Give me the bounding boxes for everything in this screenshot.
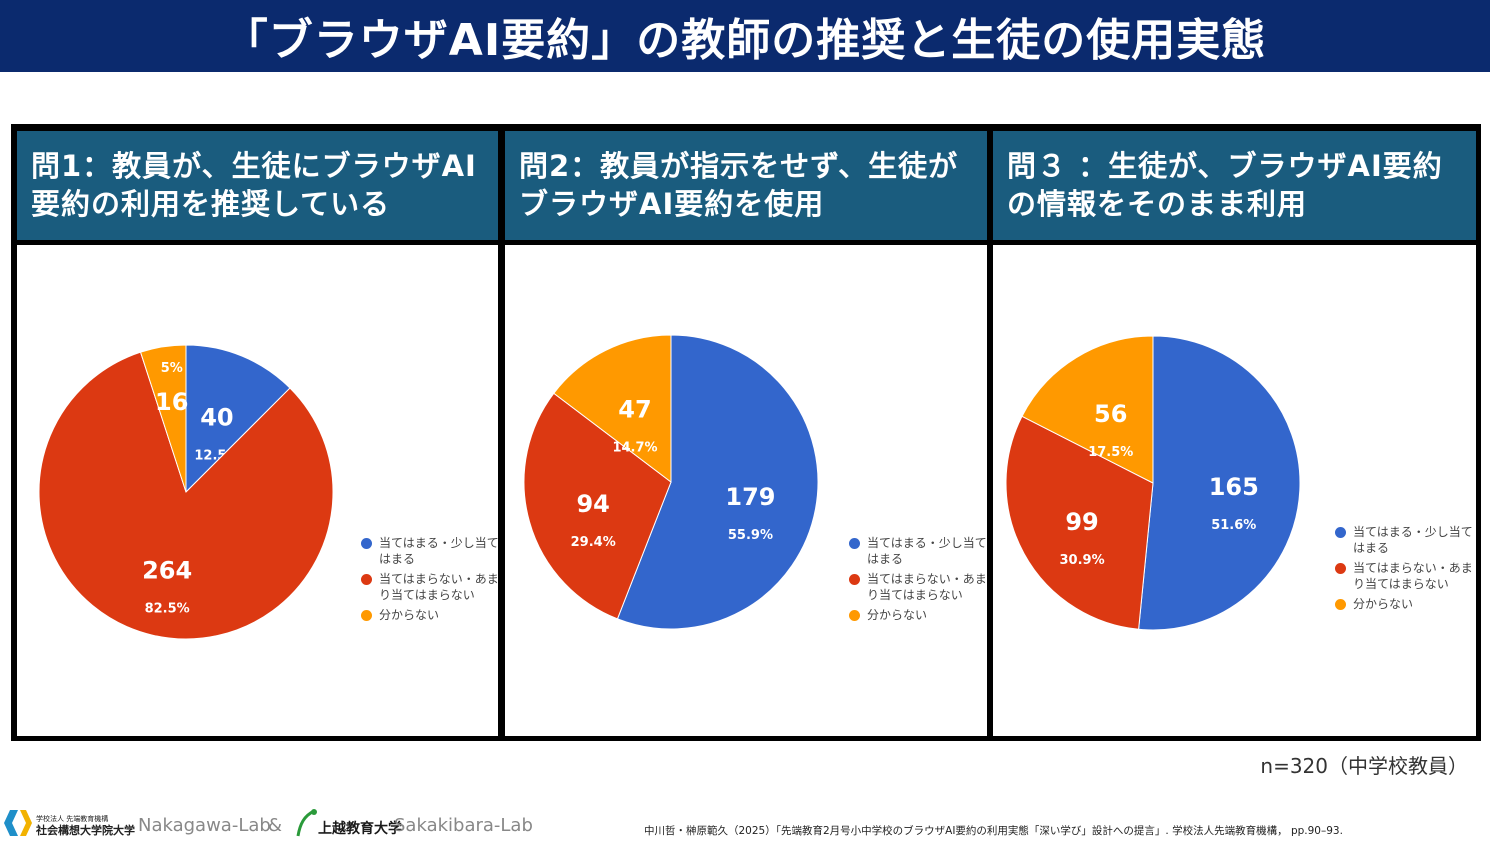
- pie-slice: [1138, 335, 1301, 631]
- legend-dot-icon: [1335, 527, 1346, 538]
- pie-value-label: 264: [142, 557, 192, 585]
- pie-slice: [523, 392, 672, 620]
- panel-3-header-line1: 問３ ：生徒が、ブラウザAI要約: [1007, 149, 1443, 183]
- pie-slice: [616, 334, 819, 630]
- pie-percent-label: 82.5%: [145, 602, 190, 617]
- legend-label: 分からない: [379, 608, 440, 622]
- legend-item: 分からない: [1335, 596, 1475, 612]
- pie-slice: [38, 351, 334, 640]
- pie-percent-label: 30.9%: [1060, 553, 1105, 568]
- footer-logos: 学校法人 先端教育機構 社会構想大学院大学 Nakagawa-Lab & 上越教…: [0, 800, 600, 841]
- panel-3-body: 51.6% 165 30.9% 99 17.5% 56 当てはまる・少し当てはまる 当ては…: [993, 245, 1476, 736]
- legend-item: 当てはまる・少し当てはまる: [1335, 524, 1475, 556]
- pie-percent-label: 51.6%: [1211, 518, 1256, 533]
- legend-2: 当てはまる・少し当てはまる 当てはまらない・あまり当てはまらない 分からない: [849, 535, 989, 627]
- legend-label: 当てはまる・少し当てはまる: [1353, 525, 1473, 555]
- panel-2-header-line1: 問2：教員が指示をせず、生徒が: [519, 149, 959, 183]
- legend-label: 当てはまらない・あまり当てはまらない: [1353, 561, 1473, 591]
- pie-chart-3: 51.6% 165 30.9% 99 17.5% 56: [1005, 335, 1301, 631]
- legend-item: 当てはまる・少し当てはまる: [361, 535, 501, 567]
- pie-percent-label: 5%: [161, 361, 183, 376]
- sample-size-note: n=320（中学校教員）: [1260, 754, 1468, 778]
- legend-label: 当てはまらない・あまり当てはまらない: [867, 572, 987, 602]
- joetsu-university-name: 上越教育大学: [318, 821, 402, 837]
- legend-label: 分からない: [1353, 597, 1414, 611]
- legend-item: 当てはまる・少し当てはまる: [849, 535, 989, 567]
- legend-dot-icon: [361, 538, 372, 549]
- pie-value-label: 179: [725, 483, 775, 511]
- legend-1: 当てはまる・少し当てはまる 当てはまらない・あまり当てはまらない 分からない: [361, 535, 501, 627]
- legend-label: 分からない: [867, 608, 928, 622]
- page-title: 「ブラウザAI要約」の教師の推奨と生徒の使用実態: [0, 0, 1490, 72]
- pie-slice: [553, 334, 672, 484]
- lab-name-nakagawa: Nakagawa-Lab: [138, 815, 271, 836]
- pie-percent-label: 29.4%: [571, 535, 616, 550]
- pie-slice: [185, 344, 291, 494]
- pie-percent-label: 17.5%: [1088, 445, 1133, 460]
- university-logo-icon: [4, 810, 32, 836]
- legend-item: 分からない: [361, 607, 501, 623]
- joetsu-logo-icon: [296, 809, 317, 837]
- legend-dot-icon: [849, 574, 860, 585]
- pie-value-label: 40: [200, 403, 233, 431]
- legend-dot-icon: [1335, 563, 1346, 574]
- panel-2-header-line2: ブラウザAI要約を使用: [519, 187, 825, 221]
- legend-dot-icon: [1335, 599, 1346, 610]
- pie-chart-2: 55.9% 179 29.4% 94 14.7% 47: [523, 334, 819, 630]
- legend-item: 分からない: [849, 607, 989, 623]
- pie-value-label: 47: [618, 396, 651, 424]
- pie-percent-label: 55.9%: [728, 528, 773, 543]
- panel-1-header: 問1：教員が、生徒にブラウザAI 要約の利用を推奨している: [17, 131, 498, 240]
- pie-slice: [1021, 335, 1154, 484]
- panel-3-header-line2: の情報をそのまま利用: [1007, 187, 1308, 221]
- pie-value-label: 16: [155, 388, 188, 416]
- pie-slice: [1005, 415, 1154, 630]
- panel-1-header-line2: 要約の利用を推奨している: [31, 187, 391, 221]
- citation: 中川哲・榊原範久（2025）「先端教育2月号小中学校のブラウザAI要約の利用実態…: [644, 825, 1343, 837]
- panel-1-body: 12.5% 40 82.5% 264 5% 16 当てはまる・少し当てはまる 当てはまらな…: [17, 245, 501, 736]
- legend-item: 当てはまらない・あまり当てはまらない: [849, 571, 989, 603]
- legend-dot-icon: [849, 610, 860, 621]
- legend-item: 当てはまらない・あまり当てはまらない: [361, 571, 501, 603]
- pie-value-label: 99: [1065, 508, 1098, 536]
- legend-dot-icon: [361, 610, 372, 621]
- legend-label: 当てはまる・少し当てはまる: [867, 536, 987, 566]
- legend-3: 当てはまる・少し当てはまる 当てはまらない・あまり当てはまらない 分からない: [1335, 524, 1475, 616]
- university-name: 社会構想大学院大学: [36, 824, 135, 837]
- panel-3-header: 問３ ：生徒が、ブラウザAI要約 の情報をそのまま利用: [993, 131, 1476, 240]
- legend-dot-icon: [361, 574, 372, 585]
- legend-label: 当てはまらない・あまり当てはまらない: [379, 572, 499, 602]
- legend-label: 当てはまる・少し当てはまる: [379, 536, 499, 566]
- legend-item: 当てはまらない・あまり当てはまらない: [1335, 560, 1475, 592]
- panel-2-body: 55.9% 179 29.4% 94 14.7% 47 当てはまる・少し当てはまる 当ては…: [505, 245, 987, 736]
- university-parent-name: 学校法人 先端教育機構: [36, 815, 109, 823]
- panel-2-header: 問2：教員が指示をせず、生徒が ブラウザAI要約を使用: [505, 131, 987, 240]
- pie-value-label: 94: [576, 490, 609, 518]
- lab-name-sakakibara: Sakakibara-Lab: [394, 815, 533, 836]
- pie-slice: [139, 344, 187, 493]
- ampersand: &: [268, 815, 283, 836]
- legend-dot-icon: [849, 538, 860, 549]
- pie-value-label: 165: [1209, 473, 1259, 501]
- pie-percent-label: 14.7%: [612, 441, 657, 456]
- pie-value-label: 56: [1094, 400, 1127, 428]
- panel-1-header-line1: 問1：教員が、生徒にブラウザAI: [31, 149, 477, 183]
